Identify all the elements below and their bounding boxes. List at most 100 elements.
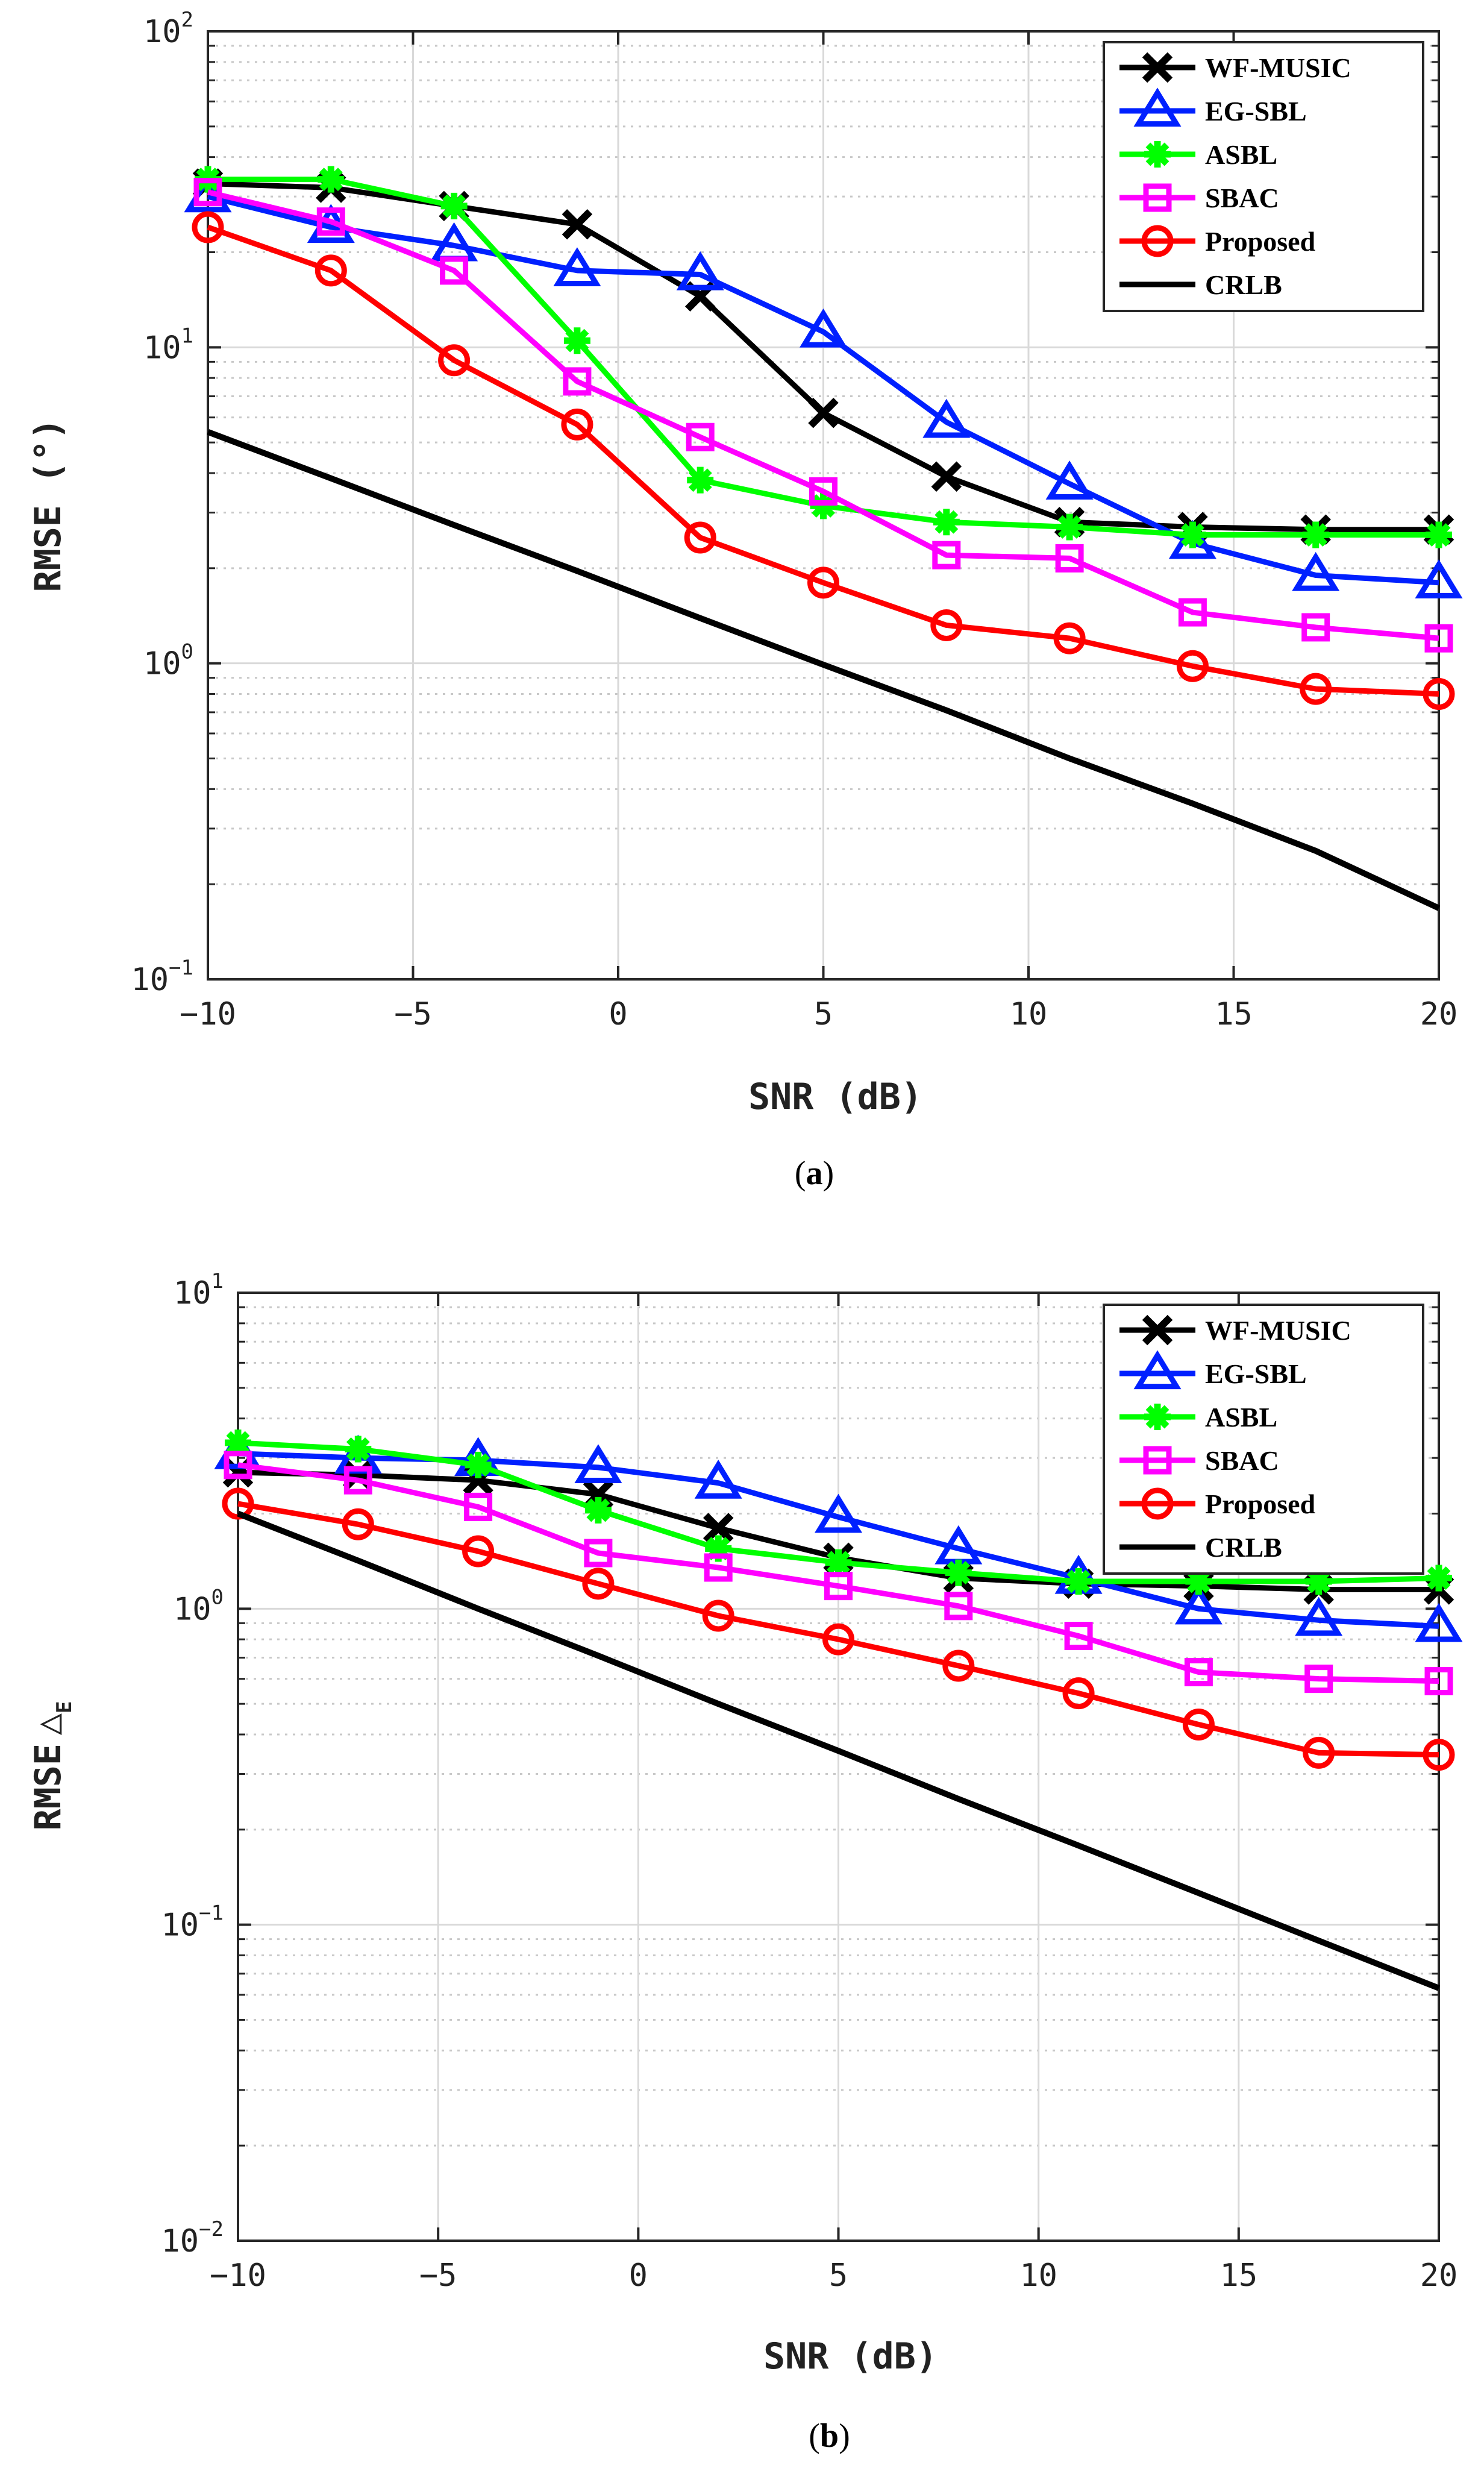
y-tick-base: 10 xyxy=(143,646,181,682)
legend-box xyxy=(1103,1304,1424,1575)
y-tick-label: 101 xyxy=(143,324,193,366)
data-point xyxy=(824,1572,853,1601)
data-point xyxy=(561,408,593,441)
series-line xyxy=(237,1462,1439,1684)
y-tick-exponent: −2 xyxy=(199,2217,224,2241)
data-point xyxy=(705,1535,732,1562)
data-point xyxy=(1176,650,1209,682)
series-sbac xyxy=(193,178,1453,653)
data-point xyxy=(1056,513,1083,541)
y-tick-label: 100 xyxy=(143,640,193,682)
data-point xyxy=(315,254,347,287)
caption-paren: ( xyxy=(795,1155,806,1192)
series-sbac xyxy=(224,1451,1453,1695)
y-tick-base: 10 xyxy=(161,1907,199,1944)
data-point xyxy=(809,477,837,506)
legend-entry-label: EG-SBL xyxy=(1205,1358,1307,1389)
chart-a-caption: (a) xyxy=(795,1155,834,1192)
series-line xyxy=(207,428,1441,911)
data-point xyxy=(931,461,962,492)
y-tick-exponent: 0 xyxy=(181,640,193,664)
data-point xyxy=(1305,1568,1332,1595)
y-axis-label-subscript: E xyxy=(52,1701,77,1713)
series-proposed xyxy=(222,1487,1455,1771)
series-line xyxy=(207,189,1439,641)
data-point xyxy=(694,1460,742,1499)
legend-entry-label: ASBL xyxy=(1205,139,1277,170)
x-tick-label: −5 xyxy=(419,2258,457,2294)
x-tick-label: 15 xyxy=(1215,996,1253,1032)
y-tick-label: 10−2 xyxy=(161,2217,224,2259)
data-point xyxy=(703,1513,734,1543)
data-point xyxy=(343,1466,372,1495)
data-point xyxy=(933,509,960,536)
legend-entry-label: Proposed xyxy=(1205,226,1316,257)
y-tick-base: 10 xyxy=(174,1275,211,1311)
series-crlb xyxy=(207,428,1441,911)
data-point xyxy=(814,1493,863,1533)
series-line xyxy=(237,1501,1439,1758)
x-tick-label: 10 xyxy=(1010,996,1048,1032)
data-point xyxy=(1424,624,1453,653)
data-point xyxy=(942,1649,975,1682)
y-tick-exponent: 1 xyxy=(211,1269,224,1293)
legend-entry-label: SBAC xyxy=(1205,1445,1279,1476)
y-tick-base: 10 xyxy=(174,1591,211,1627)
legend-entry-label: SBAC xyxy=(1205,183,1279,213)
data-point xyxy=(1295,1596,1343,1636)
data-point xyxy=(1179,521,1206,548)
y-tick-exponent: −1 xyxy=(169,956,193,980)
data-point xyxy=(930,609,963,641)
y-axis-label-symbol: △ xyxy=(27,1713,69,1735)
data-point xyxy=(1426,521,1452,548)
legend-box xyxy=(1103,41,1424,312)
data-point xyxy=(822,1623,854,1656)
caption-letter: b xyxy=(820,2417,839,2455)
data-point xyxy=(193,178,222,207)
data-point xyxy=(1045,460,1094,500)
legend-marker xyxy=(1133,87,1182,127)
data-point xyxy=(1301,613,1330,642)
series-crlb xyxy=(237,1510,1440,1991)
data-point xyxy=(192,211,224,243)
data-point xyxy=(584,1539,613,1568)
data-point xyxy=(807,567,839,599)
data-point xyxy=(945,1559,972,1586)
y-tick-label: 100 xyxy=(174,1585,224,1627)
y-axis-label: RMSE △E xyxy=(27,1701,77,1830)
y-tick-exponent: −1 xyxy=(199,1901,224,1926)
x-axis-label: SNR (dB) xyxy=(763,2335,938,2378)
data-point xyxy=(799,308,848,348)
data-point xyxy=(1182,1709,1215,1741)
x-tick-label: 15 xyxy=(1220,2258,1258,2294)
data-point xyxy=(1292,551,1340,591)
data-point xyxy=(1415,1602,1463,1642)
series-proposed xyxy=(192,211,1455,710)
data-point xyxy=(440,256,469,285)
legend-marker xyxy=(1142,52,1173,83)
chart-b-caption: (b) xyxy=(809,2417,850,2455)
x-tick-label: −10 xyxy=(210,2258,266,2294)
y-tick-label: 10−1 xyxy=(131,956,193,998)
y-tick-base: 10 xyxy=(143,14,181,50)
data-point xyxy=(676,251,724,290)
data-point xyxy=(582,1568,615,1600)
data-point xyxy=(687,466,714,494)
data-point xyxy=(318,166,345,193)
x-tick-label: 10 xyxy=(1019,2258,1057,2294)
x-tick-label: −5 xyxy=(394,996,432,1032)
legend-entry-label: EG-SBL xyxy=(1205,96,1307,127)
data-point xyxy=(316,207,345,236)
data-point xyxy=(1304,1665,1333,1693)
caption-paren: ) xyxy=(823,1155,834,1192)
legend-marker xyxy=(1143,183,1172,212)
x-tick-label: 20 xyxy=(1420,2258,1458,2294)
data-point xyxy=(808,397,839,428)
legend-marker xyxy=(1144,1404,1171,1430)
data-point xyxy=(222,1487,254,1520)
y-axis-label-text: RMSE xyxy=(27,1744,69,1831)
data-point xyxy=(1424,1666,1453,1695)
y-tick-base: 10 xyxy=(131,962,169,998)
y-axis-label: RMSE (°) xyxy=(27,418,69,592)
